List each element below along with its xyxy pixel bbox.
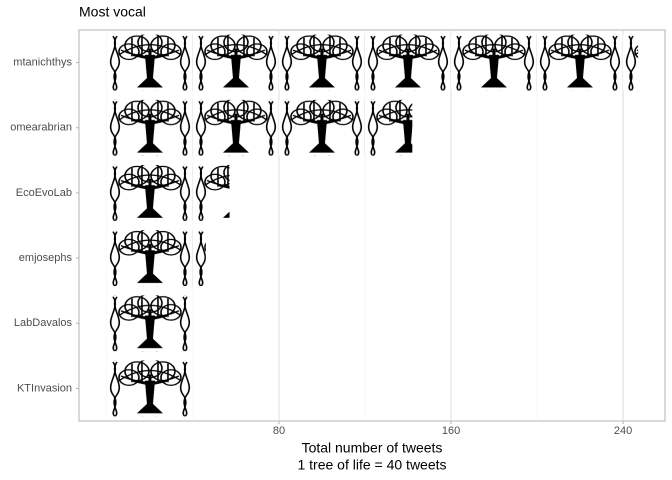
y-tick-label: mtanichthys [13, 56, 72, 68]
bar [106, 230, 206, 287]
y-tick-label: emjosephs [19, 252, 73, 264]
chart-title: Most vocal [79, 4, 146, 20]
y-tick-label: EcoEvoLab [16, 187, 72, 199]
bar [106, 164, 230, 221]
panel [78, 29, 666, 422]
bar [106, 99, 413, 156]
bar [106, 34, 639, 91]
bar [106, 295, 191, 352]
x-axis-title: Total number of tweets [302, 440, 443, 456]
x-tick-label: 160 [442, 425, 460, 437]
y-tick-label: LabDavalos [14, 317, 73, 329]
y-tick-label: omearabrian [10, 122, 72, 134]
y-tick-label: KTInvasion [17, 382, 72, 394]
x-tick-label: 240 [614, 425, 632, 437]
bar [106, 360, 191, 417]
caption: 1 tree of life = 40 tweets [297, 457, 446, 473]
x-tick-label: 80 [273, 425, 285, 437]
